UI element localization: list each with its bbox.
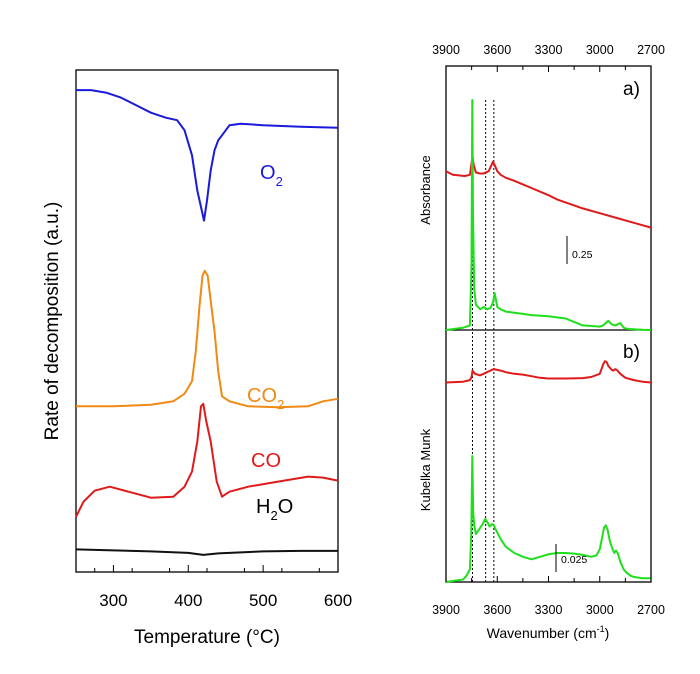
ir-x-tick-label-top-2700: 2700 bbox=[637, 43, 665, 57]
ir-y-axis-title-b: Kubelka Munk bbox=[418, 428, 433, 511]
ir-x-tick-label-top-3000: 3000 bbox=[586, 43, 614, 57]
panel-a-red-spectrum bbox=[445, 155, 652, 229]
ir-y-axis-title-a: Absorbance bbox=[418, 155, 433, 224]
scale-bar-a-label: 0.25 bbox=[572, 249, 593, 261]
ir-x-tick-label-bottom-3300: 3300 bbox=[535, 603, 563, 617]
tpd-series-group bbox=[75, 89, 339, 556]
ir-x-tick-label-top-3600: 3600 bbox=[483, 43, 511, 57]
tpd-chart: 300 400 500 600 O2 CO2 CO H2O Temperature (… bbox=[42, 69, 352, 648]
panel-b-green-spectrum bbox=[445, 455, 651, 583]
series-co2-line bbox=[76, 269, 339, 409]
ir-chart: 3900 3900 3600 3600 3300 3300 3000 3000 2700 2700… bbox=[418, 43, 665, 641]
tpd-y-axis-title: Rate of decomposition (a.u.) bbox=[42, 202, 63, 441]
panel-b-red-spectrum bbox=[445, 360, 652, 384]
tpd-x-tick-label-400: 400 bbox=[174, 591, 202, 610]
tpd-x-tick-label-500: 500 bbox=[249, 591, 277, 610]
co2-label: CO2 bbox=[247, 385, 284, 412]
panel-a-label: a) bbox=[623, 79, 640, 100]
tpd-x-ticks: 300 400 500 600 bbox=[94, 565, 352, 610]
ir-x-axis-title: Wavenumber (cm-1) bbox=[487, 624, 610, 641]
series-o2-line bbox=[76, 89, 339, 222]
panel-b-label: b) bbox=[623, 342, 640, 363]
ir-x-tick-label-bottom-2700: 2700 bbox=[637, 603, 665, 617]
co-label: CO bbox=[251, 450, 281, 472]
scale-bar-b-label: 0.025 bbox=[561, 554, 587, 566]
ir-x-tick-label-top-3900: 3900 bbox=[432, 43, 460, 57]
h2o-label: H2O bbox=[256, 496, 293, 523]
ir-x-tick-label-bottom-3600: 3600 bbox=[483, 603, 511, 617]
series-co-line bbox=[75, 402, 339, 518]
tpd-x-tick-label-600: 600 bbox=[324, 591, 352, 610]
tpd-x-axis-title: Temperature (°C) bbox=[134, 627, 280, 648]
ir-x-tick-label-top-3300: 3300 bbox=[535, 43, 563, 57]
ir-series-group bbox=[445, 99, 652, 583]
ir-x-ticks: 3900 3900 3600 3600 3300 3300 3000 3000 2700 2700 bbox=[432, 43, 665, 617]
ir-x-tick-label-bottom-3000: 3000 bbox=[586, 603, 614, 617]
ir-x-tick-label-bottom-3900: 3900 bbox=[432, 603, 460, 617]
tpd-x-tick-label-300: 300 bbox=[99, 591, 127, 610]
panel-a-green-spectrum bbox=[445, 99, 652, 331]
o2-label: O2 bbox=[260, 162, 283, 189]
tpd-plot-frame bbox=[75, 69, 339, 573]
series-h2o-line bbox=[75, 548, 338, 556]
